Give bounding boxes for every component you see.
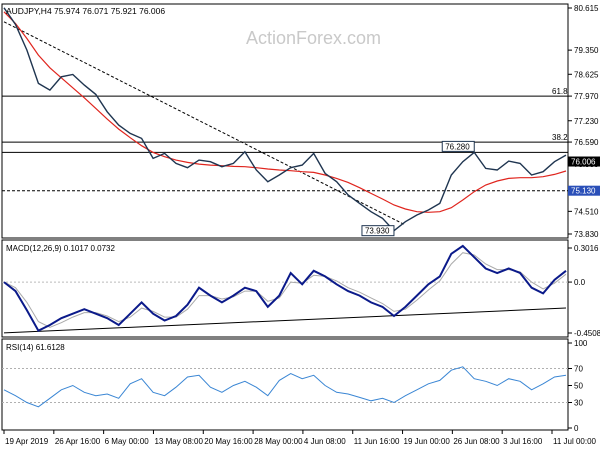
symbol-header: AUDJPY,H4 75.974 76.071 75.921 76.006 (6, 6, 165, 16)
rsi-tick-4: 0 (574, 424, 579, 433)
x-tick-7: 11 Jun 16:00 (354, 437, 400, 446)
price-tick-0: 80.615 (574, 4, 599, 13)
x-tick-0: 19 Apr 2019 (5, 437, 49, 446)
macd-panel-frame (1, 239, 569, 338)
rsi-label: RSI(14) 61.6128 (6, 343, 65, 352)
x-tick-4: 20 May 16:00 (204, 437, 253, 446)
price-panel: 80.61579.35078.62577.97077.23076.59075.9… (2, 4, 600, 239)
macd-panel: 0.3016 0.0 -0.4508 (2, 244, 600, 338)
x-tick-1: 26 Apr 16:00 (55, 437, 101, 446)
x-tick-10: 3 Jul 16:00 (503, 437, 543, 446)
rsi-panel-frame (1, 338, 569, 431)
annotation-1: 73.930 (365, 227, 390, 236)
rsi-panel: 100 70 50 30 0 (2, 339, 588, 433)
macd-label: MACD(12,26,9) 0.1017 0.0732 (6, 244, 116, 253)
rsi-tick-0: 100 (574, 339, 588, 348)
annotation-box-1 (361, 225, 395, 237)
price-line (3, 7, 567, 232)
price-tick-4: 77.230 (574, 117, 599, 126)
macd-tick-2: -0.4508 (574, 329, 600, 338)
macd-trendline (3, 307, 567, 334)
x-tick-2: 6 May 00:00 (105, 437, 150, 446)
rsi-tick-3: 30 (574, 399, 583, 408)
fib-label-0: 61.8 (552, 87, 568, 96)
price-panel-frame (1, 3, 569, 239)
level-tag: 75.130 (571, 187, 596, 196)
rsi-tick-1: 70 (574, 365, 583, 374)
price-tick-2: 78.625 (574, 70, 599, 79)
macd-tick-1: 0.0 (574, 278, 586, 287)
rsi-line (3, 366, 567, 408)
x-tick-6: 4 Jun 08:00 (304, 437, 346, 446)
last-price-tag-bg (568, 156, 600, 167)
annotation-box-0 (441, 140, 475, 152)
price-tick-9: 73.830 (574, 230, 599, 239)
price-tick-5: 76.590 (574, 138, 599, 147)
macd-line (3, 244, 567, 333)
price-tick-8: 74.510 (574, 207, 599, 216)
x-tick-9: 26 Jun 08:00 (453, 437, 500, 446)
x-tick-11: 11 Jul 00:00 (553, 437, 597, 446)
price-tick-1: 79.350 (574, 46, 599, 55)
price-ma-line (3, 11, 567, 213)
x-axis: 19 Apr 2019 26 Apr 16:00 6 May 00:00 13 May… (3, 430, 597, 446)
macd-tick-0: 0.3016 (574, 244, 599, 253)
x-tick-5: 28 May 00:00 (254, 437, 303, 446)
rsi-tick-2: 50 (574, 382, 583, 391)
x-tick-8: 19 Jun 00:00 (404, 437, 451, 446)
fib-label-1: 38.2 (552, 133, 568, 142)
watermark: ActionForex.com (246, 28, 381, 48)
last-price-tag: 76.006 (571, 158, 596, 167)
level-tag-bg (568, 185, 600, 196)
annotation-0: 76.280 (445, 142, 470, 151)
price-tick-3: 77.970 (574, 92, 599, 101)
x-tick-3: 13 May 08:00 (154, 437, 203, 446)
